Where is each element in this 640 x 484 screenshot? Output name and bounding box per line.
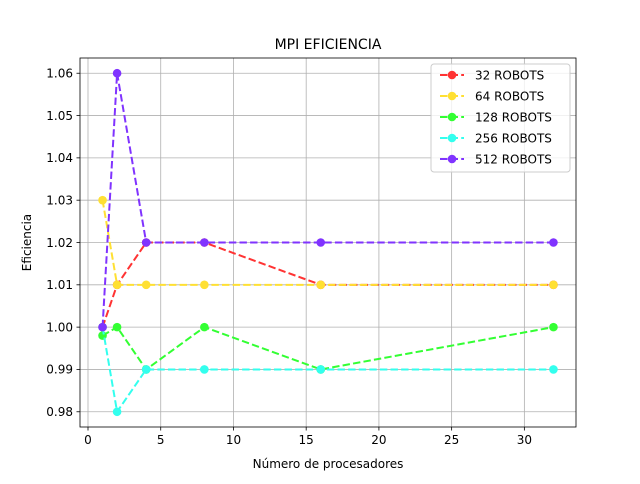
x-axis-title: Número de procesadores xyxy=(253,457,404,471)
data-point xyxy=(316,238,326,247)
legend-item: 64 ROBOTS xyxy=(440,89,544,103)
x-tick-label: 0 xyxy=(84,433,92,447)
legend-marker xyxy=(447,154,457,164)
data-point xyxy=(200,238,209,247)
legend-marker xyxy=(447,91,457,101)
x-tick-label: 20 xyxy=(371,433,386,447)
data-point xyxy=(200,322,209,332)
legend-box xyxy=(430,63,571,173)
data-point xyxy=(112,322,122,332)
data-point xyxy=(112,280,122,290)
data-point xyxy=(549,322,558,332)
data-point xyxy=(141,365,151,374)
series-512-robots xyxy=(98,68,558,332)
x-tick-label: 25 xyxy=(444,433,459,447)
series-line xyxy=(101,326,554,415)
data-point xyxy=(98,195,107,205)
y-tick-label: 1.03 xyxy=(46,193,73,207)
y-tick-label: 0.98 xyxy=(46,405,73,419)
legend-marker xyxy=(447,70,457,80)
y-tick-label: 1.06 xyxy=(46,67,73,81)
series-line xyxy=(101,241,554,328)
legend-label: 32 ROBOTS xyxy=(475,68,544,82)
data-point xyxy=(141,238,151,247)
data-point xyxy=(549,365,558,374)
data-point xyxy=(141,280,151,290)
x-tick-label: 30 xyxy=(517,433,532,447)
legend-label: 128 ROBOTS xyxy=(475,110,552,124)
axis-ticks: 0 5 10 15 20 25 30 0.98 0.99 1.00 1.01 1.02 1.03 1.04… xyxy=(46,67,532,447)
data-point xyxy=(112,68,122,78)
y-axis-title: Eficiencia xyxy=(20,214,34,271)
series-line xyxy=(101,73,554,328)
data-point xyxy=(549,238,558,247)
y-tick-label: 1.04 xyxy=(46,151,73,165)
y-tick-label: 1.02 xyxy=(46,236,73,250)
series-64-robots xyxy=(98,195,558,290)
x-tick-label: 10 xyxy=(226,433,241,447)
data-point xyxy=(98,322,107,332)
legend-item: 32 ROBOTS xyxy=(440,68,544,82)
y-tick-label: 1.00 xyxy=(46,320,73,334)
series-line xyxy=(101,200,554,286)
legend-label: 512 ROBOTS xyxy=(475,152,552,166)
data-point xyxy=(316,365,326,374)
data-point xyxy=(112,407,122,417)
legend-marker xyxy=(447,133,457,143)
chart-title: MPI EFICIENCIA xyxy=(275,37,382,53)
data-point xyxy=(200,280,209,290)
y-tick-label: 0.99 xyxy=(46,363,73,377)
y-tick-label: 1.05 xyxy=(46,109,73,123)
legend-item: 128 ROBOTS xyxy=(440,110,552,124)
series-lines xyxy=(98,68,558,417)
legend-item: 512 ROBOTS xyxy=(440,152,552,166)
legend-item: 256 ROBOTS xyxy=(440,131,552,145)
legend-label: 64 ROBOTS xyxy=(475,89,544,103)
x-tick-label: 5 xyxy=(157,433,165,447)
legend-label: 256 ROBOTS xyxy=(475,131,552,145)
x-tick-label: 15 xyxy=(299,433,314,447)
y-tick-label: 1.01 xyxy=(46,278,73,292)
legend-marker xyxy=(447,112,457,122)
data-point xyxy=(316,280,326,290)
legend: 32 ROBOTS 64 ROBOTS 128 ROBOTS 256 ROBOTS 51… xyxy=(430,63,571,173)
data-point xyxy=(200,365,209,374)
data-point xyxy=(549,280,558,290)
